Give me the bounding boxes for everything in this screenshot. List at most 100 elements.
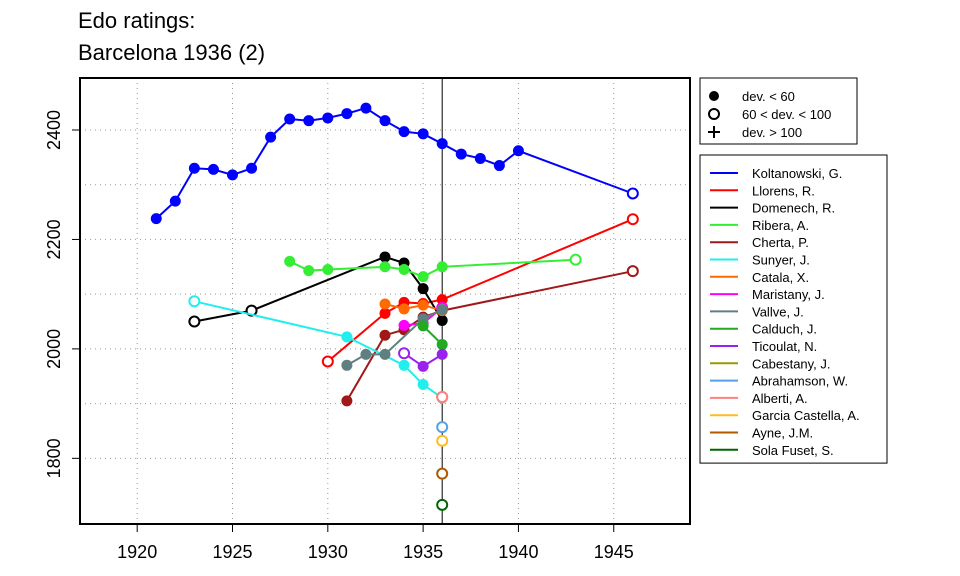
y-tick-label: 2200 — [44, 219, 64, 259]
data-point — [398, 303, 410, 315]
data-point — [322, 264, 334, 276]
series-legend-label: Ribera, A. — [752, 218, 809, 233]
data-point — [398, 319, 410, 331]
data-point — [265, 131, 277, 143]
plot-frame — [79, 77, 691, 525]
data-point-open — [436, 434, 449, 447]
marker-legend-label: dev. < 60 — [742, 89, 795, 104]
x-tick-label: 1925 — [212, 542, 252, 562]
series-line — [384, 303, 443, 312]
series-legend-label: Calduch, J. — [752, 322, 817, 337]
data-point — [417, 271, 429, 283]
data-point — [398, 126, 410, 138]
data-point — [379, 348, 391, 360]
data-point — [436, 261, 448, 273]
series-legend-box — [699, 154, 888, 464]
series-legend-label: Cherta, P. — [752, 235, 809, 250]
data-point — [436, 138, 448, 150]
data-point — [417, 283, 429, 295]
x-tick-label: 1930 — [308, 542, 348, 562]
data-point — [512, 145, 524, 157]
data-point-open — [436, 421, 449, 434]
series-line — [327, 218, 634, 363]
data-point-open — [626, 213, 639, 226]
series-legend-label: Domenech, R. — [752, 201, 835, 216]
data-point — [341, 108, 353, 120]
data-point — [379, 115, 391, 127]
data-point — [417, 128, 429, 140]
data-point — [436, 314, 448, 326]
data-point-open — [569, 253, 582, 266]
series-legend-label: Abrahamson, W. — [752, 374, 848, 389]
y-tick-label: 2400 — [44, 110, 64, 150]
data-point — [379, 298, 391, 310]
series-legend-label: Koltanowski, G. — [752, 166, 842, 181]
series-legend-label: Cabestany, J. — [752, 356, 831, 371]
data-point-open — [188, 295, 201, 308]
data-point-open — [626, 187, 639, 200]
data-point — [379, 307, 391, 319]
marker-legend-symbol — [709, 91, 719, 101]
x-tick-label: 1945 — [594, 542, 634, 562]
data-point — [493, 160, 505, 172]
chart-title-line-1: Edo ratings: — [78, 8, 196, 33]
marker-legend-label: dev. > 100 — [742, 125, 802, 140]
data-point — [322, 112, 334, 124]
data-point — [341, 359, 353, 371]
data-point — [246, 162, 258, 174]
series-legend-label: Alberti, A. — [752, 391, 808, 406]
data-point — [284, 113, 296, 125]
x-tick-label: 1920 — [117, 542, 157, 562]
chart-title-line-2: Barcelona 1936 (2) — [78, 40, 266, 65]
marker-legend-symbol — [708, 126, 720, 138]
data-point — [360, 348, 372, 360]
data-point — [303, 115, 315, 127]
data-point-open — [436, 498, 449, 511]
series-legend-label: Catala, X. — [752, 270, 809, 285]
series-legend-label: Sunyer, J. — [752, 253, 810, 268]
data-point — [360, 102, 372, 114]
data-point — [303, 265, 315, 277]
data-point — [417, 378, 429, 390]
data-point — [436, 339, 448, 351]
data-point — [379, 329, 391, 341]
y-tick-label: 1800 — [44, 438, 64, 478]
data-point — [150, 213, 162, 225]
data-point-open — [398, 347, 411, 360]
marker-legend-label: 60 < dev. < 100 — [742, 107, 831, 122]
data-point — [379, 251, 391, 263]
series-legend-label: Vallve, J. — [752, 304, 804, 319]
marker-legend-box — [699, 77, 858, 145]
data-point — [417, 360, 429, 372]
series-legend-label: Garcia Castella, A. — [752, 408, 860, 423]
data-point-open — [436, 391, 449, 404]
data-point — [169, 195, 181, 207]
series-legend-label: Ayne, J.M. — [752, 426, 813, 441]
data-point — [436, 348, 448, 360]
series-legend-label: Sola Fuset, S. — [752, 443, 834, 458]
data-point — [188, 162, 200, 174]
data-point — [207, 163, 219, 175]
y-tick-label: 2000 — [44, 329, 64, 369]
data-point — [379, 261, 391, 273]
data-point-open — [436, 467, 449, 480]
data-point — [436, 303, 448, 315]
series-legend-label: Maristany, J. — [752, 287, 825, 302]
data-point-open — [188, 315, 201, 328]
x-tick-label: 1935 — [403, 542, 443, 562]
marker-legend-symbol — [708, 108, 720, 120]
data-point — [417, 299, 429, 311]
data-point — [227, 169, 238, 181]
series-legend-label: Ticoulat, N. — [752, 339, 817, 354]
data-point-open — [321, 355, 334, 368]
data-point — [474, 152, 486, 164]
data-point — [341, 395, 353, 407]
data-point — [284, 255, 296, 267]
x-tick-label: 1940 — [498, 542, 538, 562]
data-point — [417, 320, 429, 332]
data-point — [398, 359, 410, 371]
series-line — [155, 107, 634, 220]
data-point — [398, 264, 410, 276]
data-point — [341, 331, 353, 343]
